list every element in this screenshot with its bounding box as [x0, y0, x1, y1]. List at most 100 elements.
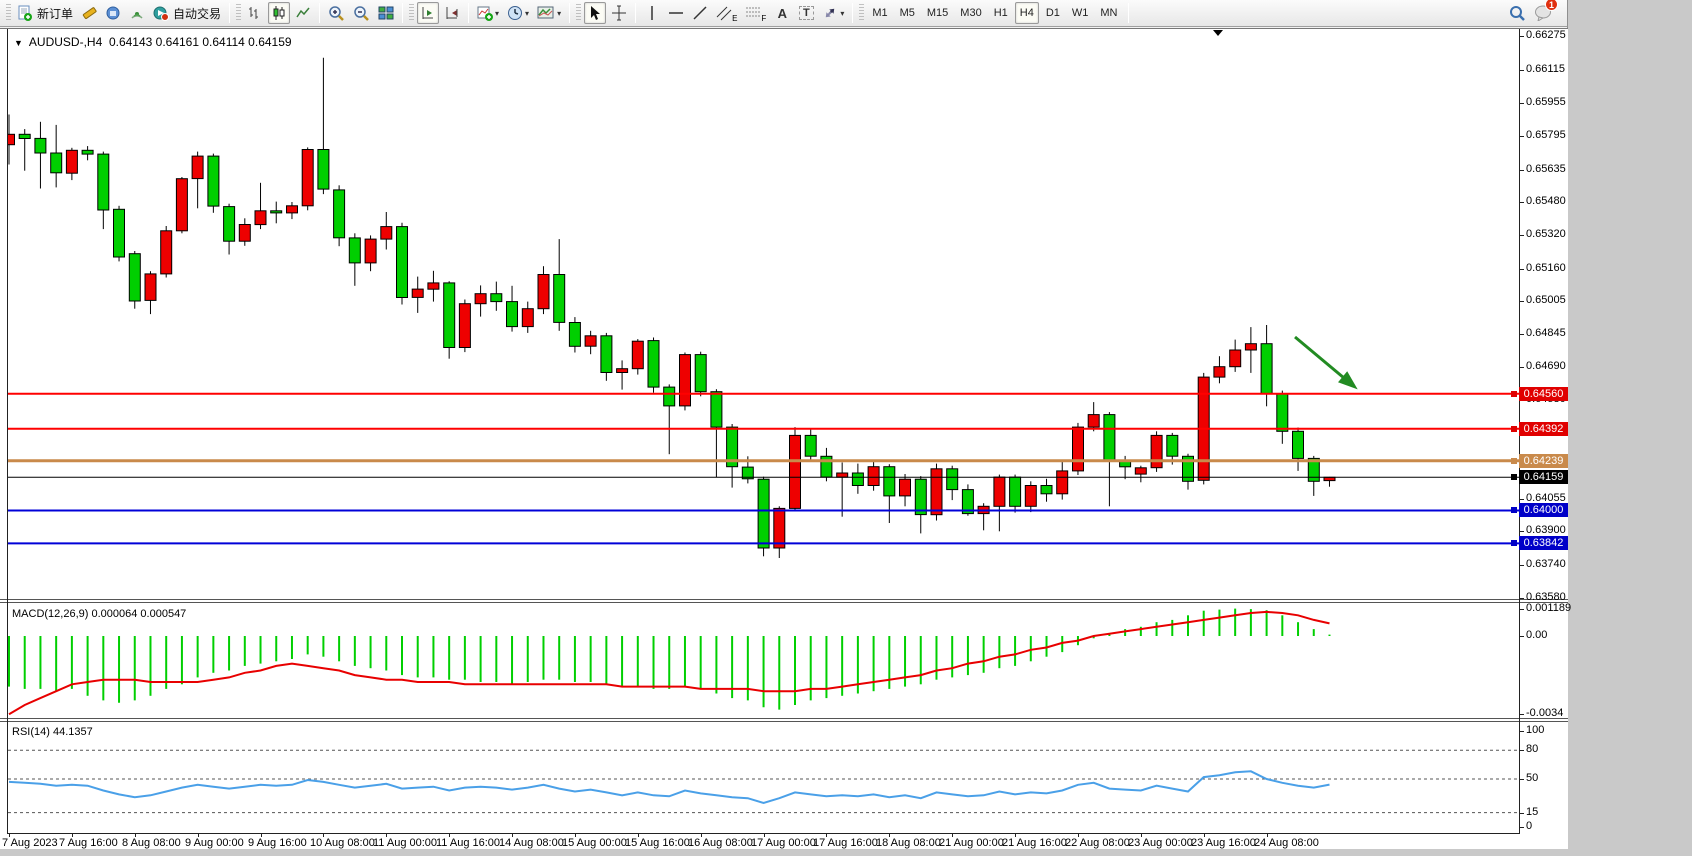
chart-dropdown-icon[interactable]: ▼: [14, 38, 23, 48]
timeframe-button-m15[interactable]: M15: [926, 7, 949, 19]
auto-trading-button[interactable]: 自动交易: [150, 2, 224, 24]
zoom-out-button[interactable]: [350, 2, 373, 24]
market-button[interactable]: [102, 2, 124, 24]
candle: [34, 121, 47, 189]
price-tick-label: 0.64845: [1526, 327, 1566, 339]
time-tick-label: 11 Aug 00:00: [373, 837, 438, 849]
fibonacci-icon: [745, 5, 761, 21]
axis-tick: [1519, 636, 1524, 637]
candle: [97, 151, 110, 230]
annotation-arrow[interactable]: [1294, 335, 1351, 385]
bar-chart-button[interactable]: [244, 2, 266, 24]
auto-scroll-icon: [420, 5, 436, 21]
price-tick-label: 0.66275: [1526, 29, 1566, 41]
rsi-pane[interactable]: [8, 722, 1519, 833]
timeframe-button-d1[interactable]: D1: [1045, 7, 1060, 19]
time-tick-label: 8 Aug 08:00: [122, 837, 181, 849]
candle: [160, 226, 173, 278]
plot-left-border: [7, 29, 8, 833]
fibonacci-tool-button[interactable]: F: [742, 2, 769, 24]
time-tick: [512, 833, 513, 837]
time-tick: [575, 833, 576, 837]
timeframe-button-h4[interactable]: H4: [1014, 2, 1039, 24]
axis-tick: [1519, 70, 1524, 71]
price-tick-label: 0.65005: [1526, 294, 1566, 306]
main-chart-pane[interactable]: [8, 29, 1519, 599]
candle: [8, 114, 15, 165]
timeframe-button-m1[interactable]: M1: [872, 7, 888, 19]
toolbar-separator: [468, 3, 470, 23]
chevron-down-icon: ▾: [495, 8, 500, 18]
arrows-tool-button[interactable]: ▾: [819, 2, 847, 24]
time-tick-label: 24 Aug 08:00: [1254, 837, 1319, 849]
toolbar-grip[interactable]: [859, 4, 865, 22]
signals-button[interactable]: [126, 2, 148, 24]
timeframe-button-m30[interactable]: M30: [960, 7, 982, 19]
templates-button[interactable]: ▾: [534, 2, 564, 24]
indicators-button[interactable]: ▾: [474, 2, 502, 24]
toolbar-grip[interactable]: [236, 4, 242, 22]
candle: [1056, 460, 1069, 500]
auto-scroll-button[interactable]: [417, 2, 440, 24]
chevron-down-icon: ▾: [525, 8, 530, 18]
candle: [333, 185, 346, 247]
time-tick: [1141, 833, 1142, 837]
vertical-line-tool-button[interactable]: [641, 2, 663, 24]
candle: [867, 461, 880, 491]
price-tick-label: 0.65955: [1526, 96, 1566, 108]
rsi-tick-label: 50: [1526, 772, 1539, 784]
candlestick-chart-button[interactable]: [268, 2, 291, 24]
cursor-button[interactable]: [584, 2, 607, 24]
toolbar-grip[interactable]: [576, 4, 582, 22]
rsi-line: [8, 770, 1330, 805]
periods-button[interactable]: ▾: [504, 2, 532, 24]
trendline-tool-button[interactable]: [689, 2, 711, 24]
candle: [883, 464, 896, 523]
candle: [1087, 402, 1100, 432]
clock-icon: [507, 5, 523, 21]
axis-tick: [1519, 499, 1524, 500]
candle: [663, 384, 676, 455]
notifications-button[interactable]: 1: [1531, 0, 1558, 24]
time-tick-label: 23 Aug 16:00: [1191, 837, 1256, 849]
candle: [899, 474, 911, 507]
candle: [364, 235, 377, 272]
toolbar-separator: [1127, 3, 1129, 23]
price-tick-label: 0.65320: [1526, 228, 1566, 240]
horizontal-line-tool-button[interactable]: [665, 2, 687, 24]
pane-separator[interactable]: [0, 718, 1568, 722]
chart-shift-icon: [444, 5, 460, 21]
timeframe-button-h1[interactable]: H1: [993, 7, 1008, 19]
candle: [191, 151, 204, 209]
search-button[interactable]: [1505, 2, 1529, 24]
zoom-in-button[interactable]: [325, 2, 348, 24]
chart-symbol-label: AUDUSD-,H4: [28, 35, 103, 49]
line-chart-button[interactable]: [292, 2, 314, 24]
text-tool-button[interactable]: A: [771, 2, 793, 24]
new-order-button[interactable]: 新订单: [14, 2, 76, 24]
text-label-tool-button[interactable]: T: [795, 2, 817, 24]
axis-tick: [1519, 609, 1524, 610]
equidistant-channel-tool-button[interactable]: E: [713, 2, 740, 24]
macd-pane[interactable]: [8, 603, 1519, 718]
fibo-sub-label: F: [761, 14, 767, 23]
text-label-icon: T: [798, 6, 814, 20]
tile-windows-button[interactable]: [375, 2, 397, 24]
chart-area[interactable]: ▼ AUDUSD-,H4 0.64143 0.64161 0.64114 0.64…: [0, 28, 1571, 849]
chart-shift-button[interactable]: [441, 2, 463, 24]
crosshair-icon: [611, 5, 627, 21]
candle: [631, 339, 644, 375]
styler-button[interactable]: [78, 2, 100, 24]
timeframe-button-m5[interactable]: M5: [899, 7, 915, 19]
candle: [223, 203, 236, 255]
toolbar-grip[interactable]: [409, 4, 415, 22]
timeframe-button-mn[interactable]: MN: [1100, 7, 1118, 19]
time-tick: [1078, 833, 1079, 837]
timeframe-button-w1[interactable]: W1: [1071, 7, 1089, 19]
toolbar-grip[interactable]: [6, 4, 11, 22]
crosshair-button[interactable]: [608, 2, 630, 24]
pane-separator[interactable]: [0, 599, 1568, 603]
chevron-down-icon: ▾: [840, 8, 845, 18]
axis-tick: [1519, 565, 1524, 566]
rsi-tick-label: 80: [1526, 743, 1539, 755]
